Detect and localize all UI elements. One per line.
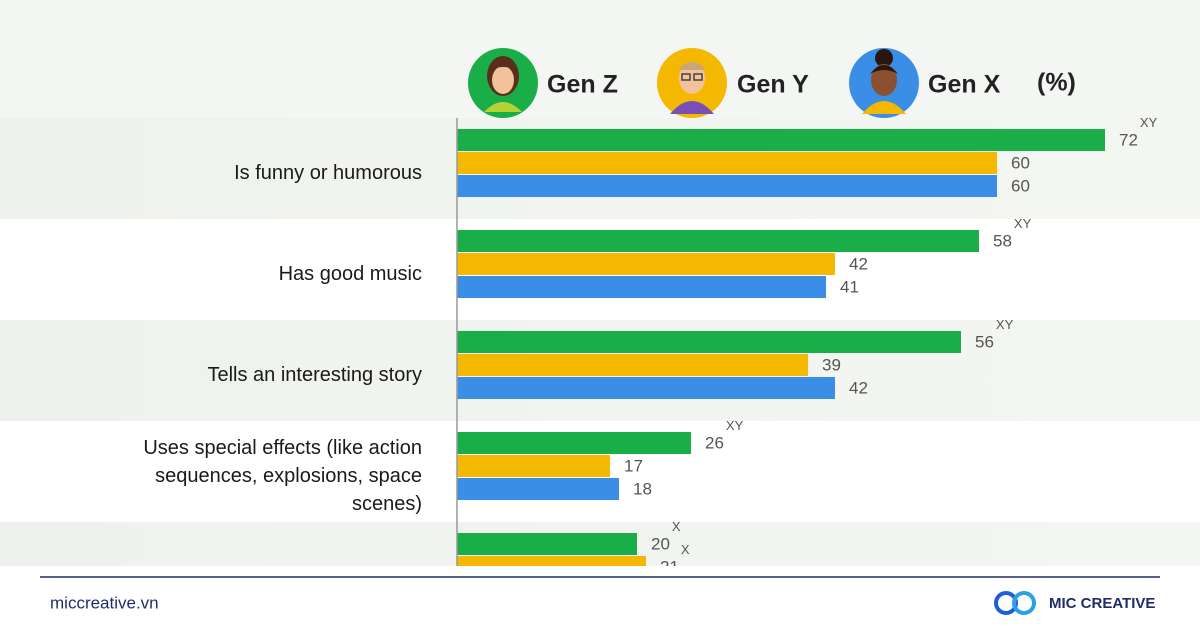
value-label: 42 xyxy=(849,378,868,397)
bar xyxy=(457,129,1105,151)
bar xyxy=(457,377,835,399)
bar xyxy=(457,432,691,454)
significance-label: XY xyxy=(1014,216,1032,231)
bar xyxy=(457,276,826,298)
chart: Gen Z Gen Y Gen X (%) 72 XY 60 60 58 XY 42 41 56… xyxy=(0,0,1200,566)
value-label: 56 xyxy=(975,332,994,351)
bar xyxy=(457,556,646,566)
value-label: 39 xyxy=(822,355,841,374)
footer-site: miccreative.vn xyxy=(50,593,159,612)
avatar-gen-y xyxy=(657,48,727,118)
bar xyxy=(457,478,619,500)
value-label: 60 xyxy=(1011,176,1030,195)
bar xyxy=(457,253,835,275)
footer: miccreative.vn MIC CREATIVE xyxy=(40,576,1160,615)
header-bg xyxy=(0,0,1200,118)
bar xyxy=(457,331,961,353)
value-label: 72 xyxy=(1119,130,1138,149)
value-label: 58 xyxy=(993,231,1012,250)
value-label: 26 xyxy=(705,433,724,452)
avatar-gen-z xyxy=(468,48,538,118)
legend-label: Gen Y xyxy=(737,71,809,99)
chart-svg: Gen Z Gen Y Gen X (%) 72XY606058XY424156… xyxy=(0,0,1200,566)
legend-label: Gen X xyxy=(928,71,1001,99)
category-label: Is funny or humorous xyxy=(234,162,422,184)
significance-label: X xyxy=(672,519,681,534)
bar xyxy=(457,533,637,555)
significance-label: XY xyxy=(996,317,1014,332)
value-label: 41 xyxy=(840,277,859,296)
value-label: 17 xyxy=(624,456,643,475)
value-label: 60 xyxy=(1011,153,1030,172)
value-label: 20 xyxy=(651,534,670,553)
category-label: Uses special effects (like action sequen… xyxy=(143,437,422,515)
legend-label: Gen Z xyxy=(547,71,618,99)
category-label: Has good music xyxy=(278,263,422,285)
unit-label: (%) xyxy=(1037,69,1076,97)
value-label: 21 xyxy=(660,557,679,566)
bar xyxy=(457,230,979,252)
value-label: 42 xyxy=(849,254,868,273)
value-label: 18 xyxy=(633,479,652,498)
bar xyxy=(457,175,997,197)
significance-label: XY xyxy=(1140,115,1158,130)
bar xyxy=(457,455,610,477)
bar xyxy=(457,152,997,174)
footer-brand: MIC CREATIVE xyxy=(1049,595,1155,612)
brand-logo xyxy=(994,591,1036,615)
significance-label: XY xyxy=(726,418,744,433)
significance-label: X xyxy=(681,542,690,557)
bar xyxy=(457,354,808,376)
category-label: Tells an interesting story xyxy=(207,364,422,386)
avatar-gen-x xyxy=(849,48,919,118)
